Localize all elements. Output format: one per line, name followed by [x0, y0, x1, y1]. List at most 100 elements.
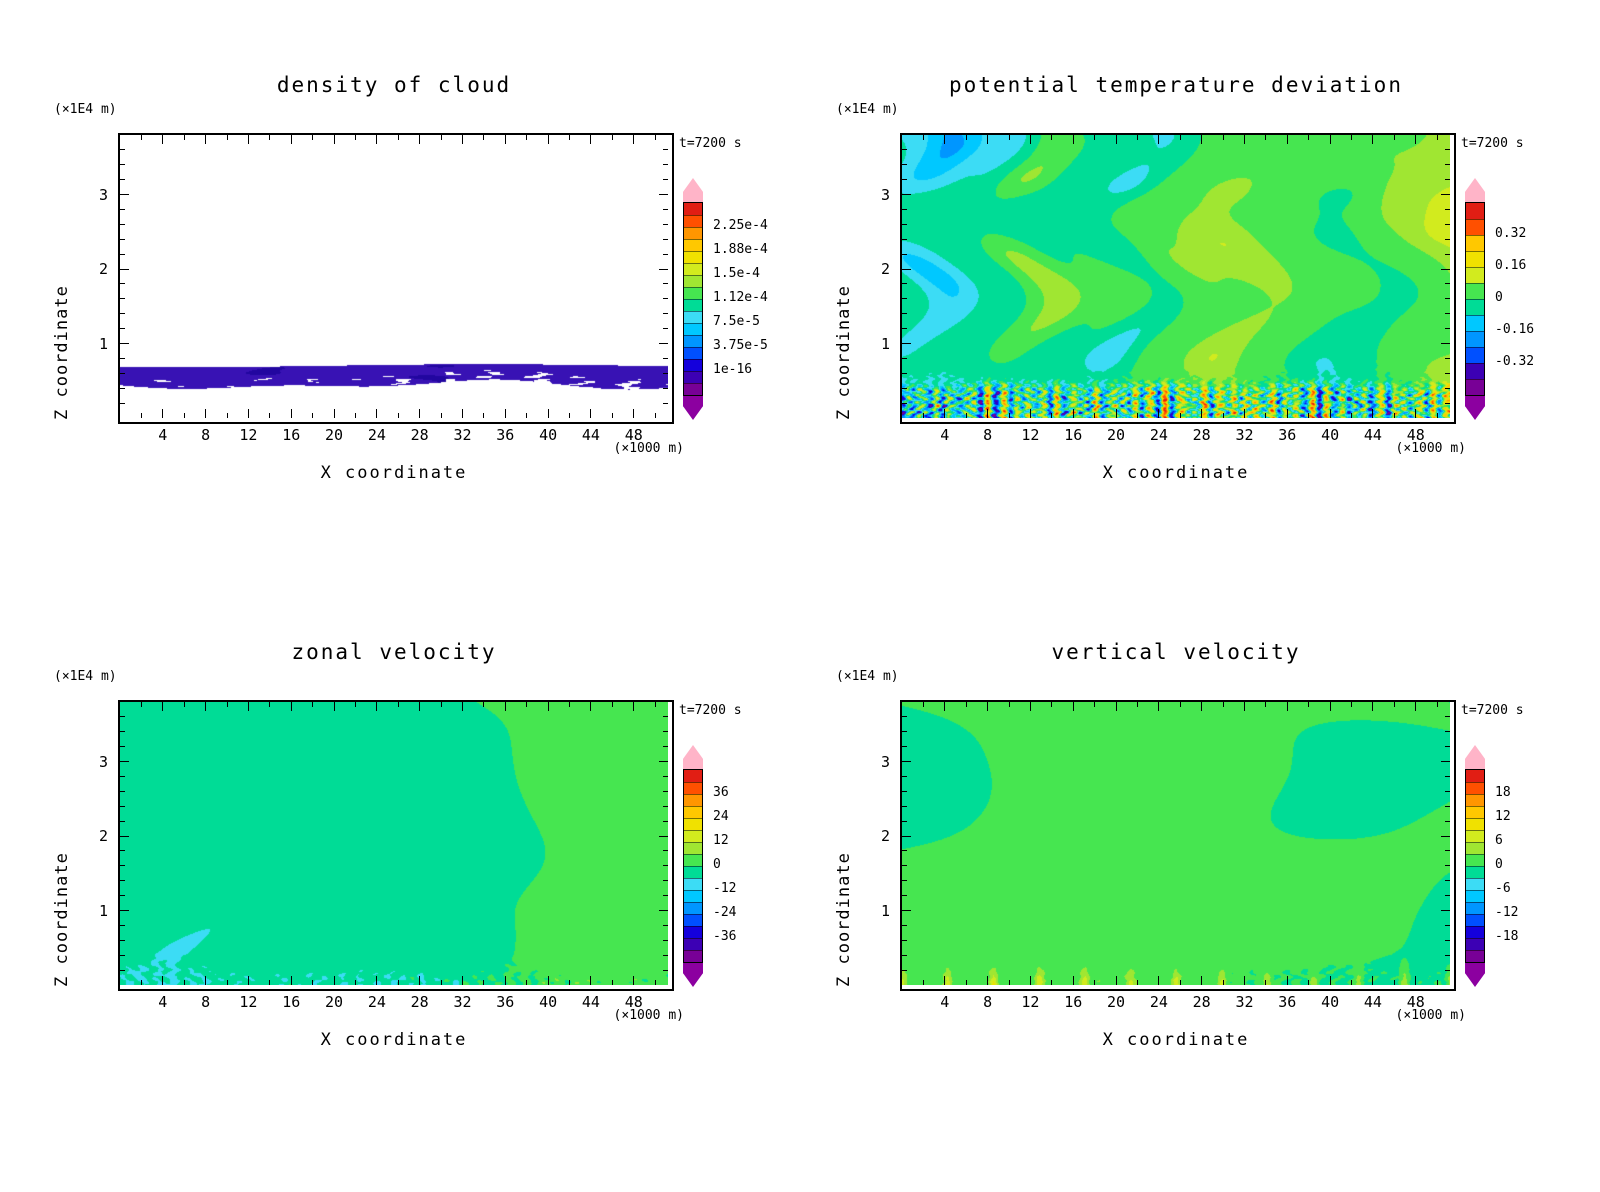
x-major-tick — [1201, 135, 1203, 144]
x-minor-tick — [1136, 702, 1138, 707]
x-minor-tick — [1351, 413, 1353, 418]
x-minor-tick — [1051, 413, 1053, 418]
x-major-tick — [162, 409, 164, 418]
x-major-tick — [1329, 409, 1331, 418]
colorbar: 2.25e-4 1.88e-4 1.5e-4 1.12e-4 7.5e-5 3.75e-5… — [683, 178, 768, 420]
x-tick-label: 24 — [1149, 993, 1168, 1011]
z-minor-tick — [1445, 805, 1450, 807]
x-major-tick — [247, 409, 249, 418]
z-minor-tick — [902, 880, 907, 882]
x-major-tick — [1244, 135, 1245, 144]
x-minor-tick — [1393, 135, 1395, 140]
x-minor-tick — [922, 413, 924, 418]
z-minor-tick — [902, 895, 907, 897]
x-major-tick — [1158, 976, 1160, 985]
x-axis-title: X coordinate — [1102, 463, 1250, 483]
z-minor-tick — [902, 313, 907, 315]
z-minor-tick — [120, 164, 125, 166]
x-major-tick — [247, 976, 249, 985]
z-minor-tick — [1445, 880, 1450, 882]
x-minor-tick — [526, 980, 528, 985]
z-minor-tick — [1445, 820, 1450, 822]
x-minor-tick — [569, 980, 571, 985]
z-minor-tick — [663, 179, 668, 181]
panel-title: potential temperature deviation — [949, 73, 1403, 97]
z-minor-tick — [902, 939, 907, 941]
z-axis-title: Z coordinate — [834, 285, 854, 420]
x-minor-tick — [183, 413, 185, 418]
z-minor-tick — [902, 731, 907, 733]
x-major-tick — [1029, 135, 1031, 144]
x-minor-tick — [1351, 980, 1353, 985]
z-minor-tick — [120, 372, 125, 374]
x-major-tick — [987, 135, 989, 144]
x-axis-unit-label: (×1000 m) — [613, 1008, 684, 1023]
z-tick-label: 1 — [880, 901, 890, 920]
x-minor-tick — [440, 413, 442, 418]
z-major-tick — [1441, 194, 1450, 196]
z-minor-tick — [902, 954, 907, 956]
colorbar-upper-arrow — [683, 178, 703, 202]
x-minor-tick — [1265, 702, 1267, 707]
x-major-tick — [1072, 409, 1074, 418]
x-minor-tick — [183, 135, 185, 140]
x-minor-tick — [269, 980, 271, 985]
colorbar-tick-label: 18 — [1495, 785, 1511, 800]
x-minor-tick — [140, 980, 142, 985]
colorbar-segment — [684, 299, 702, 311]
plot-frame — [118, 133, 674, 424]
z-minor-tick — [1445, 895, 1450, 897]
x-minor-tick — [483, 702, 485, 707]
x-major-tick — [162, 976, 164, 985]
x-major-tick — [333, 409, 335, 418]
x-minor-tick — [1179, 702, 1181, 707]
colorbar-lower-arrow — [683, 396, 703, 420]
x-minor-tick — [526, 702, 528, 707]
x-tick-label: 12 — [239, 993, 258, 1011]
x-minor-tick — [1179, 413, 1181, 418]
x-minor-tick — [1351, 702, 1353, 707]
z-tick-label: 3 — [880, 752, 890, 771]
colorbar-lower-arrow — [683, 963, 703, 987]
x-major-tick — [1029, 702, 1031, 711]
x-minor-tick — [1265, 135, 1267, 140]
x-tick-label: 36 — [496, 426, 515, 444]
colorbar-segment — [1466, 830, 1484, 842]
z-minor-tick — [120, 223, 125, 225]
x-minor-tick — [1136, 135, 1138, 140]
colorbar-segment — [1466, 203, 1484, 219]
colorbar-segment — [1466, 806, 1484, 818]
z-minor-tick — [120, 820, 125, 822]
x-major-tick — [1244, 976, 1245, 985]
x-tick-label: 40 — [1321, 426, 1340, 444]
z-minor-tick — [902, 716, 907, 718]
z-major-tick — [1441, 761, 1450, 763]
z-axis-unit-label: (×1E4 m) — [836, 669, 899, 684]
colorbar-tick-label: 1.5e-4 — [713, 266, 760, 281]
x-major-tick — [162, 135, 164, 144]
z-axis-unit-label: (×1E4 m) — [54, 102, 117, 117]
x-major-tick — [504, 702, 506, 711]
colorbar-segment — [684, 287, 702, 299]
z-minor-tick — [663, 253, 668, 255]
z-minor-tick — [663, 954, 668, 956]
z-minor-tick — [1445, 850, 1450, 852]
z-minor-tick — [1445, 223, 1450, 225]
z-minor-tick — [120, 865, 125, 867]
z-minor-tick — [663, 895, 668, 897]
z-major-tick — [120, 761, 129, 763]
x-major-tick — [547, 702, 549, 711]
x-minor-tick — [183, 980, 185, 985]
colorbar-segment — [684, 866, 702, 878]
x-minor-tick — [312, 702, 314, 707]
x-tick-label: 44 — [581, 426, 600, 444]
x-minor-tick — [1265, 413, 1267, 418]
x-major-tick — [419, 702, 421, 711]
x-minor-tick — [1008, 980, 1010, 985]
x-major-tick — [547, 409, 549, 418]
x-tick-label: 16 — [1064, 993, 1083, 1011]
x-minor-tick — [1136, 413, 1138, 418]
z-major-tick — [659, 268, 668, 270]
colorbar-tick-label: 2.25e-4 — [713, 218, 768, 233]
z-minor-tick — [902, 164, 907, 166]
